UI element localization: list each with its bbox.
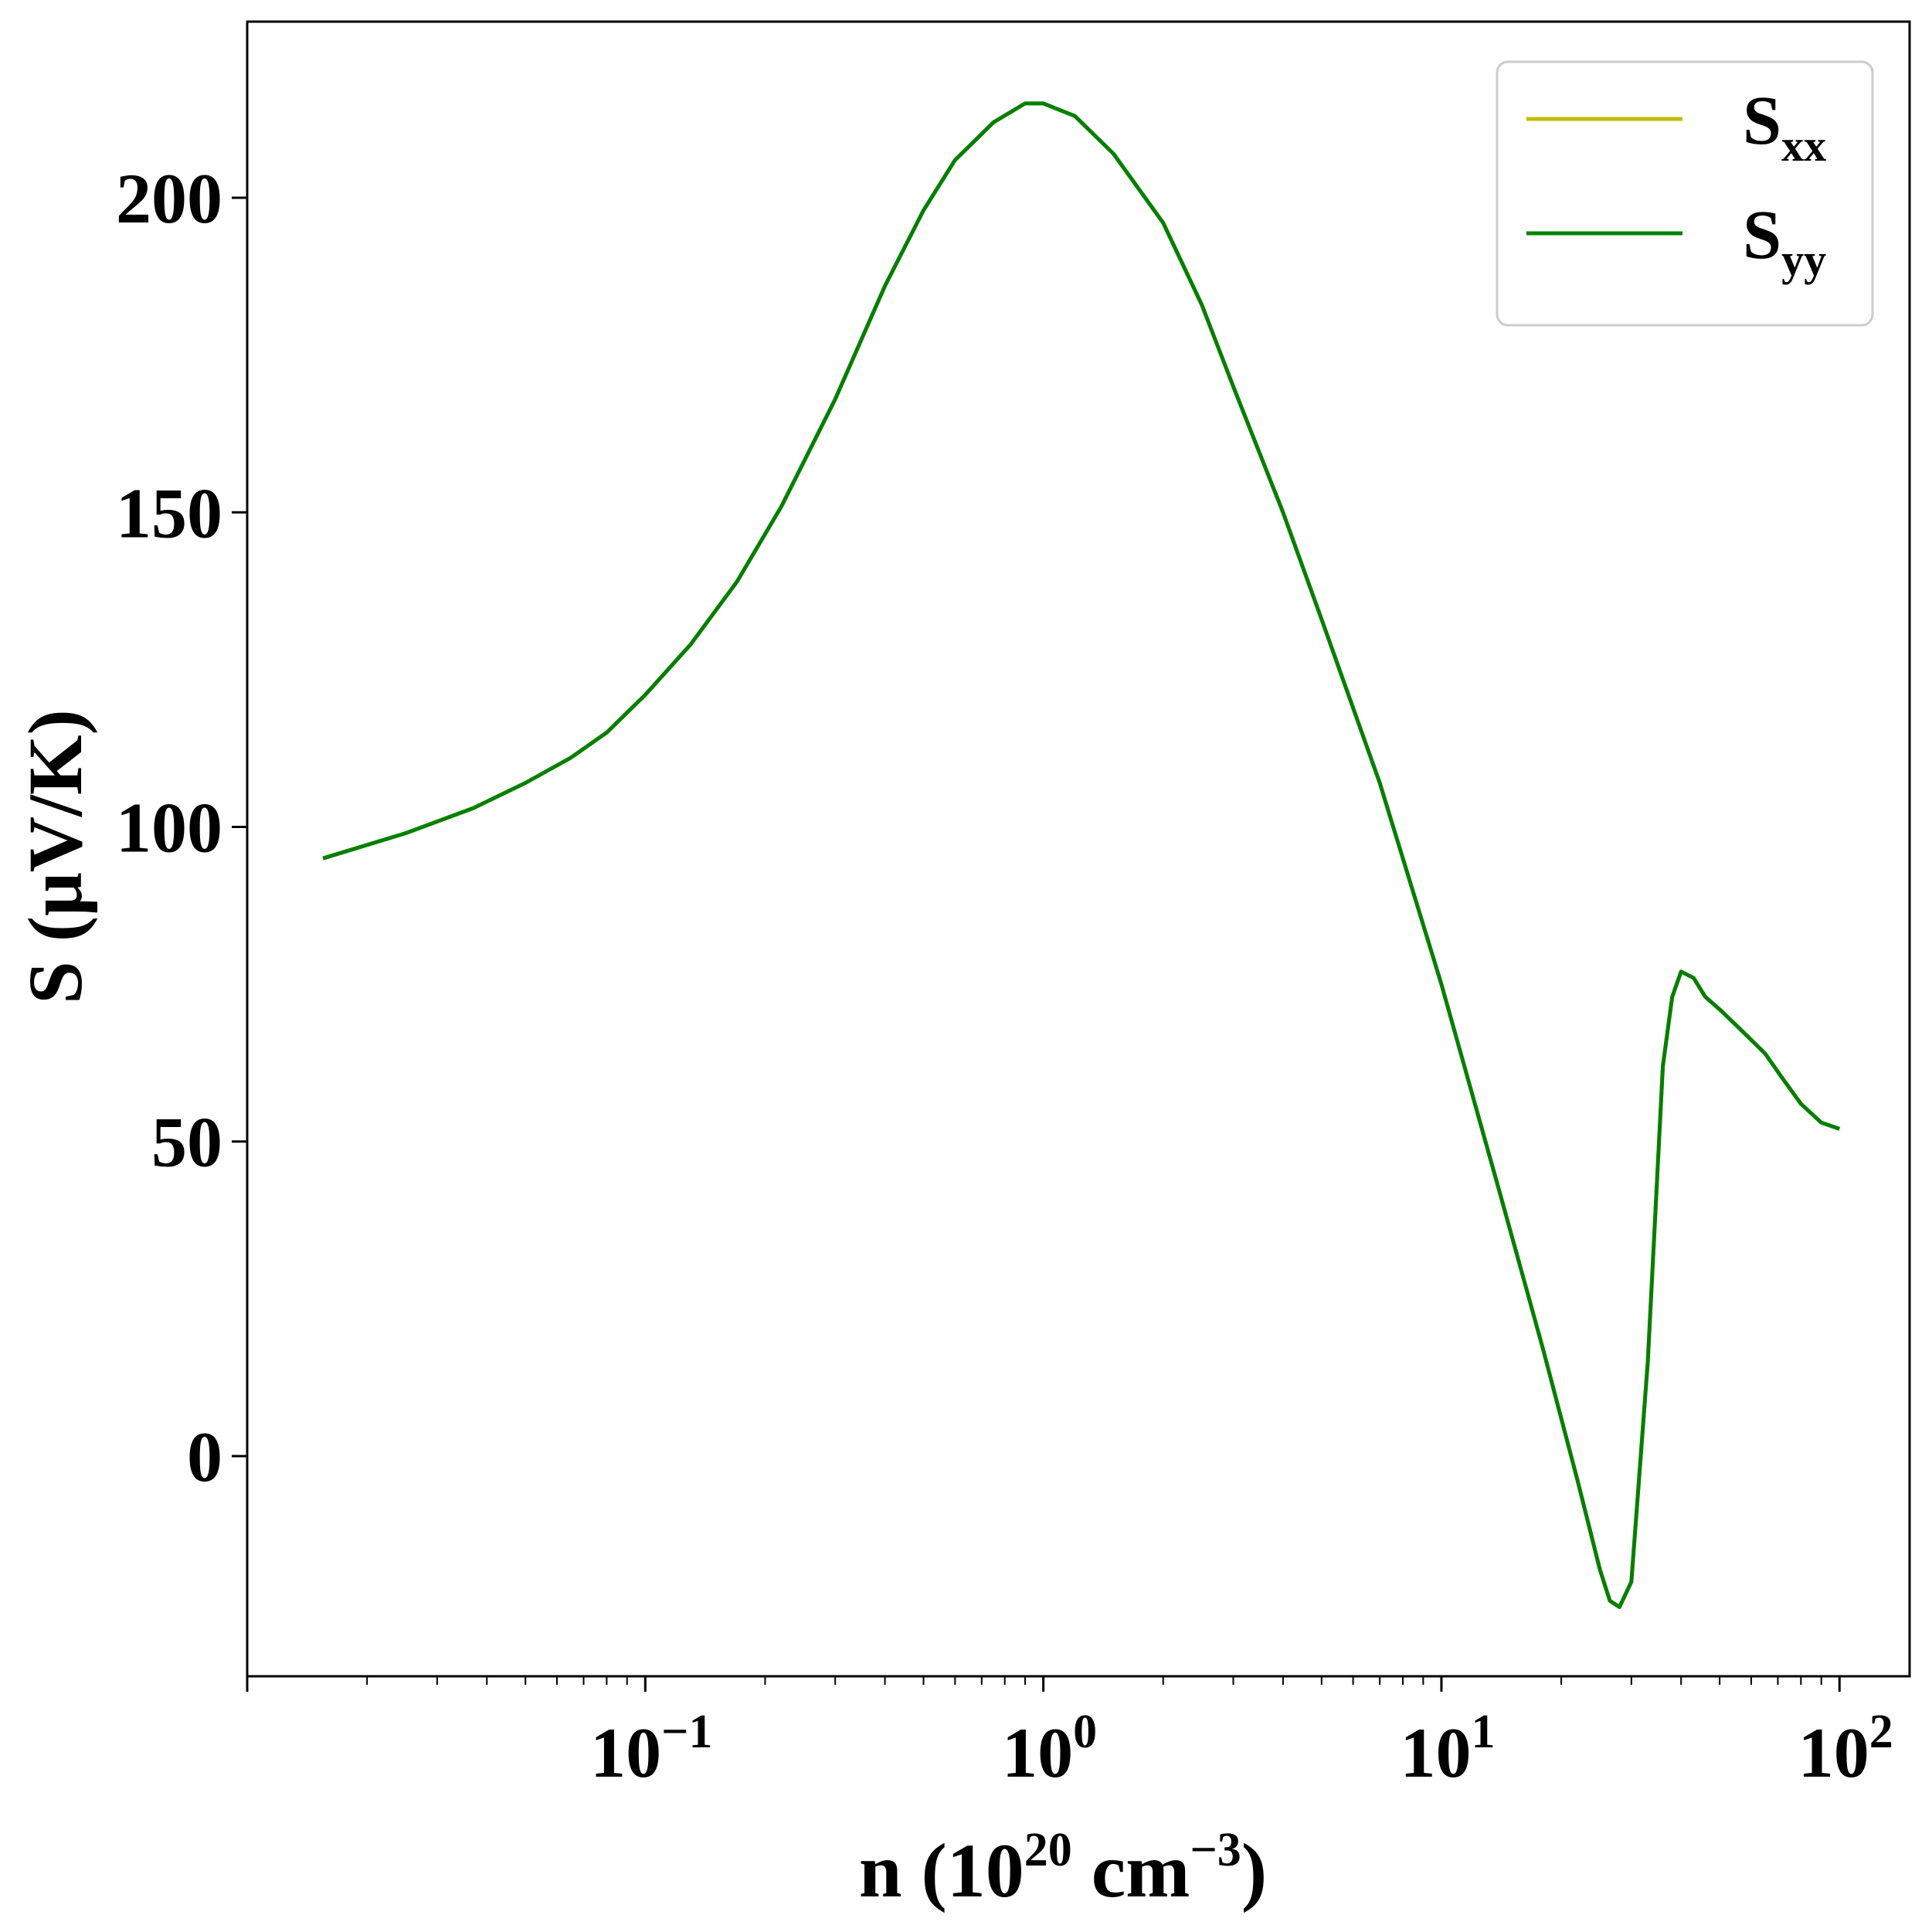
y-tick-label: 100: [116, 788, 222, 867]
legend-box: [1496, 60, 1874, 327]
x-tick-label-exponent: 0: [1073, 1706, 1097, 1758]
x-tick-label-base: 10: [1400, 1713, 1471, 1792]
x-tick-label-exponent: 1: [1471, 1706, 1495, 1758]
x-axis-label-end: ): [1241, 1828, 1267, 1913]
x-axis-label-unit: cm: [1072, 1828, 1190, 1913]
series-line-xx: [322, 101, 1841, 1609]
x-axis-label-exponent: 20: [1024, 1824, 1072, 1876]
y-tick-label: 0: [187, 1417, 222, 1496]
legend-label-yy: Syy: [1743, 197, 1826, 285]
legend-label-xx: Sxx: [1743, 83, 1826, 171]
x-tick-label-base: 10: [1798, 1713, 1869, 1792]
series-layer: [322, 101, 1841, 1609]
x-tick-label-base: 10: [1002, 1713, 1073, 1792]
legend-label-subscript: xx: [1781, 121, 1826, 171]
y-axis-label: S (μV/K): [12, 709, 98, 1004]
x-axis-label-base: n (10: [859, 1828, 1024, 1913]
x-tick-label: 10−1: [590, 1706, 712, 1792]
y-tick-label: 200: [116, 159, 222, 238]
plot-frame: [246, 20, 1911, 1678]
y-tick-label: 150: [116, 474, 222, 552]
x-tick-label: 102: [1798, 1706, 1893, 1792]
x-tick-label-exponent: 2: [1869, 1706, 1893, 1758]
legend-label-subscript: yy: [1781, 235, 1826, 285]
y-axis-ticks: 0 50 100 150 200: [116, 159, 247, 1496]
x-axis-ticks: 10−1 100 101 102: [246, 1676, 1893, 1792]
x-tick-label: 100: [1002, 1706, 1097, 1792]
y-tick-label: 50: [151, 1103, 222, 1182]
legend-label-base: S: [1743, 197, 1781, 273]
x-tick-label-exponent: −1: [661, 1706, 712, 1758]
x-axis-label: n (1020 cm−3): [859, 1824, 1267, 1913]
x-tick-label: 101: [1400, 1706, 1495, 1792]
series-line-yy: [322, 101, 1841, 1609]
x-tick-label-base: 10: [590, 1713, 661, 1792]
x-axis-label-unit-exponent: −3: [1190, 1824, 1241, 1876]
legend-label-base: S: [1743, 83, 1781, 159]
